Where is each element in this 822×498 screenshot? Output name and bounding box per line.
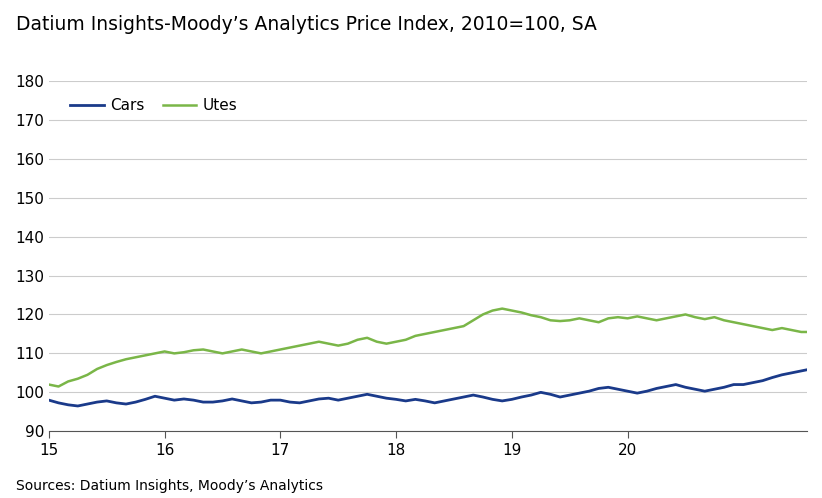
Text: Sources: Datium Insights, Moody’s Analytics: Sources: Datium Insights, Moody’s Analyt… (16, 479, 323, 493)
Utes (516, 310, 526, 316)
Utes (295, 343, 305, 349)
Legend: Cars, Utes: Cars, Utes (64, 92, 243, 119)
Cars (285, 399, 295, 405)
Cars (758, 377, 768, 383)
Utes (768, 327, 778, 333)
Utes (44, 381, 53, 387)
Utes (82, 372, 92, 378)
Cars (507, 396, 517, 402)
Cars (112, 400, 122, 406)
Cars (44, 397, 53, 403)
Utes (584, 317, 594, 323)
Line: Utes: Utes (48, 116, 822, 386)
Line: Cars: Cars (48, 229, 822, 410)
Utes (121, 356, 131, 362)
Cars (73, 403, 83, 409)
Cars (575, 390, 584, 396)
Utes (53, 383, 63, 389)
Text: Datium Insights-Moody’s Analytics Price Index, 2010=100, SA: Datium Insights-Moody’s Analytics Price … (16, 15, 598, 34)
